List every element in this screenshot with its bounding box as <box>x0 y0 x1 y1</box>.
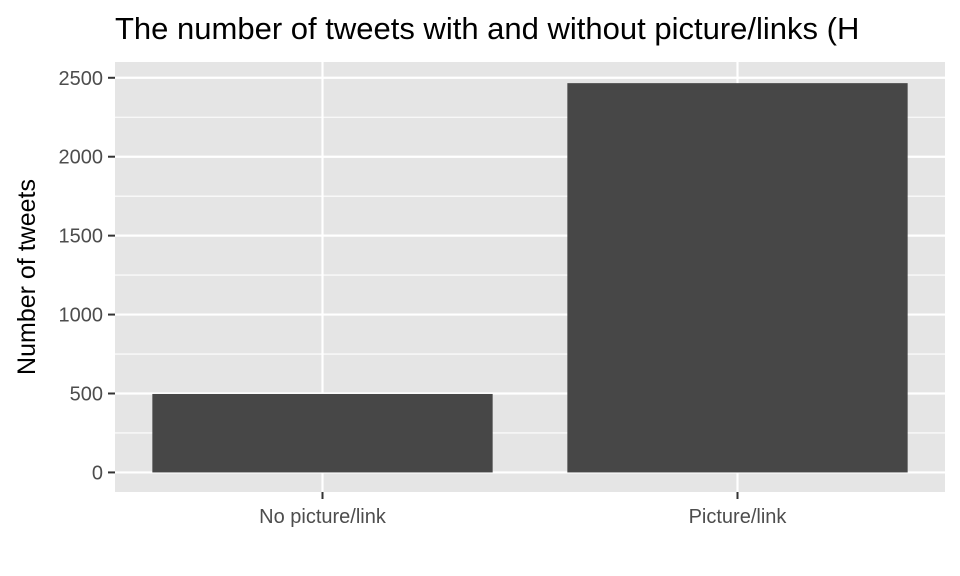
x-tick-label: Picture/link <box>689 506 788 528</box>
y-tick-label: 1500 <box>59 226 104 248</box>
x-axis: No picture/link Picture/link <box>259 492 787 528</box>
y-axis: 0 500 1000 1500 2000 2500 <box>59 68 115 484</box>
x-tick-label: No picture/link <box>259 506 387 528</box>
y-tick-label: 500 <box>70 383 103 405</box>
y-tick-label: 0 <box>92 462 103 484</box>
bar-picture-link <box>567 83 908 473</box>
bars <box>152 83 908 473</box>
y-axis-label: Number of tweets <box>13 179 41 375</box>
y-tick-label: 1000 <box>59 305 104 327</box>
chart-title: The number of tweets with and without pi… <box>115 11 859 46</box>
y-tick-label: 2500 <box>59 68 104 90</box>
bar-no-picture-link <box>152 393 493 473</box>
y-tick-label: 2000 <box>59 147 104 169</box>
